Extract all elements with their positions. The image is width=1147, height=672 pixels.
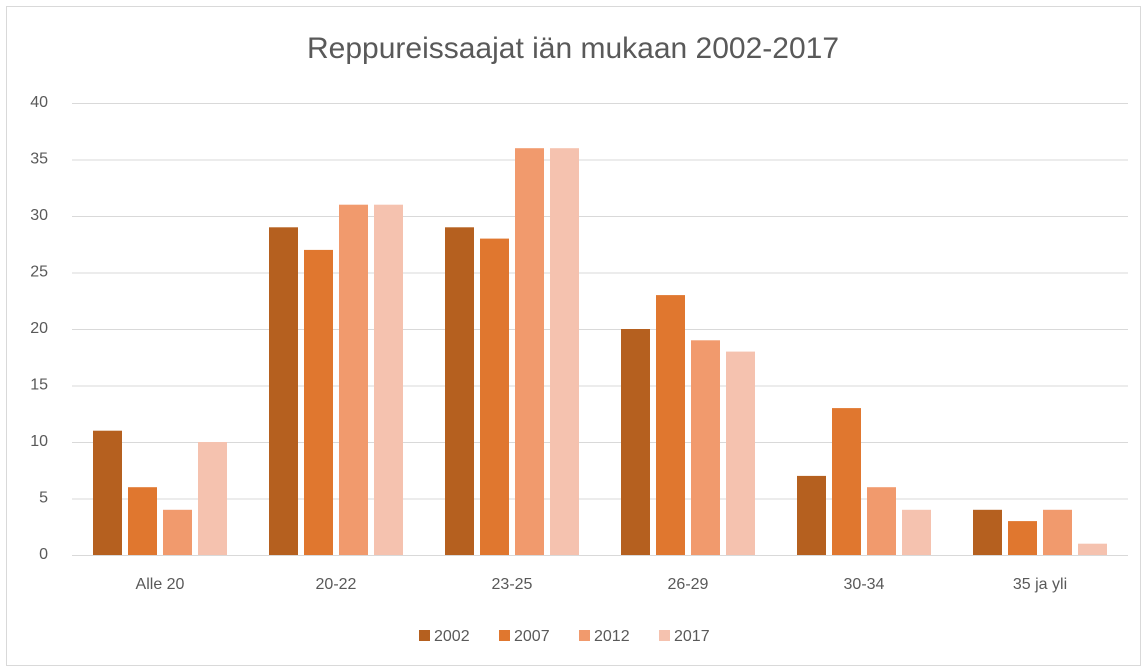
- bar: [621, 329, 650, 555]
- x-tick-label: 35 ja yli: [1013, 576, 1067, 593]
- bar: [128, 487, 157, 555]
- y-tick-label: 35: [30, 151, 48, 168]
- bar: [163, 509, 192, 555]
- legend-label: 2007: [514, 628, 550, 645]
- legend-label: 2002: [434, 628, 470, 645]
- bar: [902, 509, 931, 555]
- bar: [656, 295, 685, 555]
- chart-title: Reppureissaajat iän mukaan 2002-2017: [307, 32, 839, 65]
- legend-swatch: [499, 630, 510, 641]
- bar: [1078, 543, 1107, 555]
- bar: [198, 442, 227, 555]
- bar: [374, 204, 403, 555]
- bar: [726, 351, 755, 555]
- y-tick-label: 30: [30, 207, 48, 224]
- bar: [304, 249, 333, 555]
- bar: [1043, 509, 1072, 555]
- y-tick-label: 5: [39, 490, 48, 507]
- bar: [691, 340, 720, 555]
- bar: [832, 408, 861, 555]
- x-tick-label: 20-22: [316, 576, 357, 593]
- legend-label: 2017: [674, 628, 710, 645]
- y-tick-label: 25: [30, 264, 48, 281]
- y-tick-label: 0: [39, 546, 48, 563]
- bar: [445, 227, 474, 556]
- y-tick-label: 10: [30, 433, 48, 450]
- legend-swatch: [659, 630, 670, 641]
- bar: [480, 238, 509, 555]
- y-tick-label: 40: [30, 94, 48, 111]
- legend-swatch: [419, 630, 430, 641]
- bar: [973, 509, 1002, 555]
- legend-label: 2012: [594, 628, 630, 645]
- legend-swatch: [579, 630, 590, 641]
- bar: [797, 475, 826, 555]
- bar: [515, 148, 544, 555]
- bar: [1008, 521, 1037, 555]
- x-tick-label: Alle 20: [136, 576, 185, 593]
- x-tick-label: 26-29: [668, 576, 709, 593]
- y-tick-label: 15: [30, 377, 48, 394]
- bar: [867, 487, 896, 555]
- x-tick-label: 23-25: [492, 576, 533, 593]
- x-tick-label: 30-34: [844, 576, 885, 593]
- bar: [339, 204, 368, 555]
- bar: [550, 148, 579, 555]
- bar: [93, 430, 122, 555]
- y-tick-label: 20: [30, 320, 48, 337]
- bar: [269, 227, 298, 556]
